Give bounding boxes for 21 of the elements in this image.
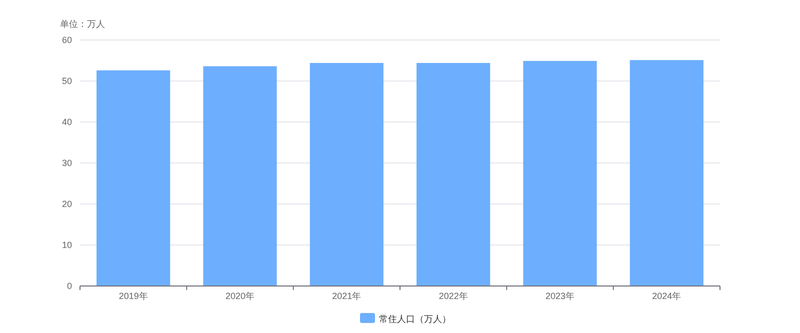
bar bbox=[310, 62, 384, 286]
x-tick-label: 2022年 bbox=[438, 291, 468, 301]
bar bbox=[416, 62, 490, 286]
y-axis-title: 单位：万人 bbox=[60, 19, 105, 29]
y-tick-label: 20 bbox=[62, 199, 72, 209]
bar bbox=[96, 70, 170, 286]
x-tick-label: 2020年 bbox=[225, 291, 255, 301]
x-tick-label: 2023年 bbox=[545, 291, 575, 301]
y-tick-label: 60 bbox=[62, 35, 72, 45]
bar bbox=[203, 66, 277, 286]
y-tick-label: 30 bbox=[62, 158, 72, 168]
x-tick-label: 2021年 bbox=[332, 291, 362, 301]
y-tick-label: 0 bbox=[66, 281, 72, 291]
y-tick-label: 40 bbox=[62, 117, 72, 127]
x-tick-label: 2024年 bbox=[652, 291, 682, 301]
bar bbox=[523, 60, 597, 286]
legend-label: 常住人口（万人） bbox=[379, 314, 451, 324]
bar bbox=[630, 60, 704, 286]
x-tick-label: 2019年 bbox=[118, 291, 148, 301]
y-tick-label: 50 bbox=[62, 76, 72, 86]
y-tick-label: 10 bbox=[62, 240, 72, 250]
